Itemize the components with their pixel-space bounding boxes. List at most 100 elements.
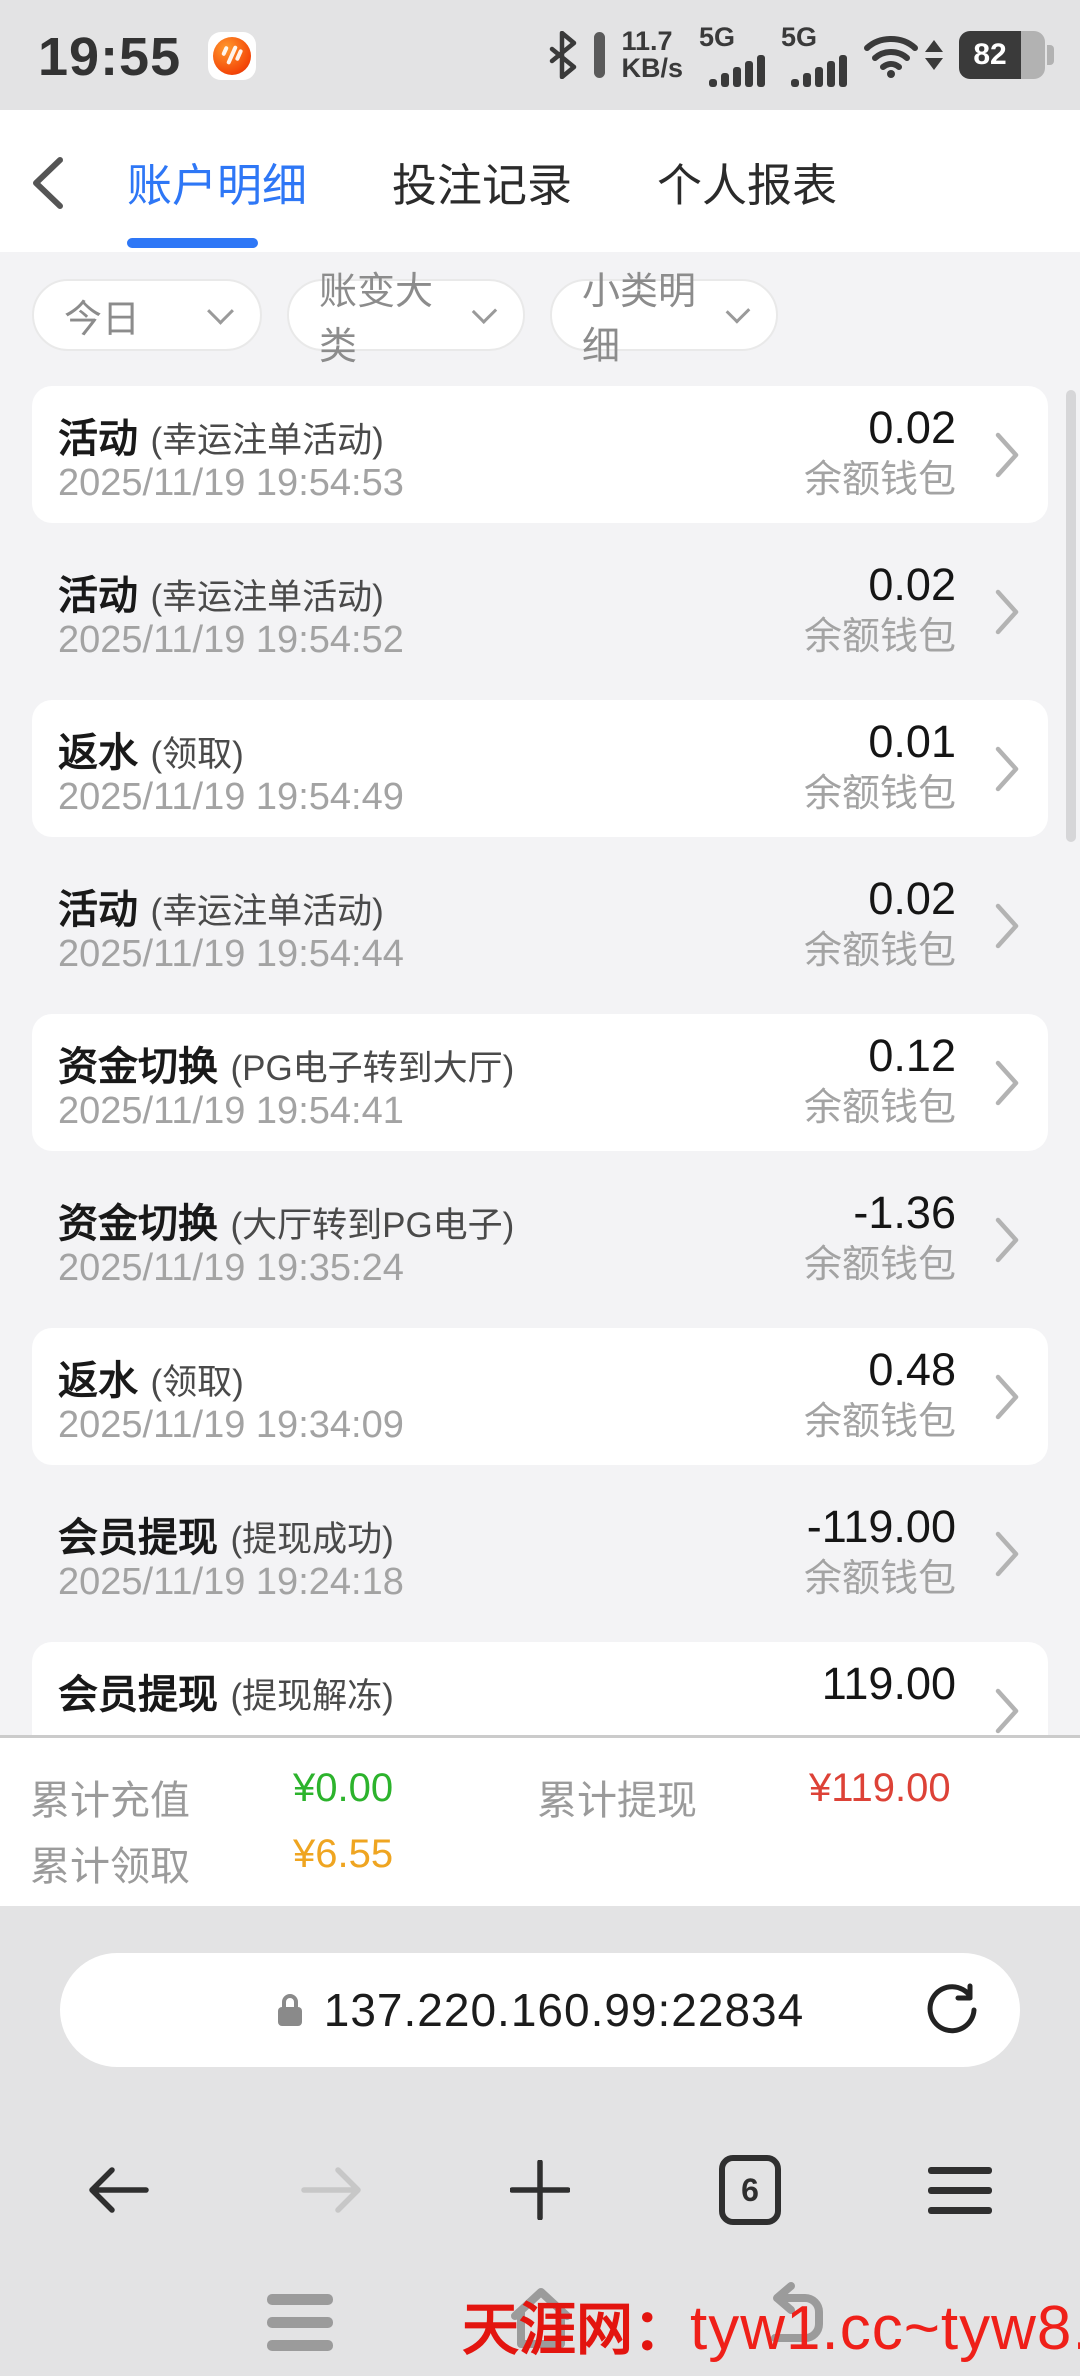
scrollbar[interactable] — [1066, 390, 1076, 842]
transaction-row[interactable]: 资金切换 (大厅转到PG电子) 2025/11/19 19:35:24 -1.3… — [32, 1171, 1048, 1308]
filter-category-dropdown[interactable]: 账变大类 — [287, 271, 525, 368]
page-header: 账户明细 投注记录 个人报表 — [0, 110, 1080, 252]
transaction-row[interactable]: 活动 (幸运注单活动) 2025/11/19 19:54:53 0.02 余额钱… — [32, 386, 1048, 523]
chevron-right-icon — [995, 746, 1019, 791]
tab-count-button[interactable]: 6 — [719, 2155, 781, 2225]
tab-bet-records[interactable]: 投注记录 — [392, 159, 573, 211]
signal-sim2: 5G — [781, 21, 847, 87]
total-deposit-label: 累计充值 — [30, 1779, 190, 1823]
filter-subcategory-dropdown[interactable]: 小类明细 — [550, 271, 778, 368]
transaction-type: 资金切换 — [58, 1045, 218, 1089]
transaction-row[interactable]: 资金切换 (PG电子转到大厅) 2025/11/19 19:54:41 0.12… — [32, 1014, 1048, 1151]
transaction-datetime: 2025/11/19 19:54:53 — [58, 462, 404, 504]
transaction-type: 返水 — [58, 1359, 138, 1403]
transaction-detail: (领取) — [150, 1363, 244, 1402]
summary-panel: 累计充值 ¥0.00 累计提现 ¥119.00 累计领取 ¥6.55 — [0, 1735, 1080, 1906]
watermark-site-name: 天涯网： — [462, 2299, 690, 2362]
recents-hamburger-icon[interactable] — [267, 2294, 333, 2351]
filter-subcategory-label: 小类明细 — [582, 271, 697, 368]
browser-forward-icon[interactable] — [298, 2164, 362, 2216]
transaction-wallet: 余额钱包 — [803, 616, 956, 658]
signal-bars-icon — [709, 53, 765, 87]
transaction-type: 资金切换 — [58, 1202, 218, 1246]
transaction-amount: -1.36 — [853, 1187, 956, 1238]
signal-sim1: 5G — [699, 23, 765, 87]
transaction-detail: (PG电子转到大厅) — [230, 1049, 515, 1088]
transaction-title: 资金切换 (大厅转到PG电子) — [58, 1191, 514, 1249]
bluetooth-icon — [550, 31, 577, 79]
browser-toolbar: 6 — [0, 2135, 1080, 2245]
transaction-datetime: 2025/11/19 19:54:49 — [58, 776, 404, 818]
new-tab-plus-icon[interactable] — [510, 2160, 570, 2220]
browser-menu-icon[interactable] — [928, 2166, 992, 2214]
back-chevron-icon[interactable] — [30, 156, 66, 210]
filter-bar: 今日 账变大类 小类明细 — [0, 252, 1080, 368]
transaction-type: 活动 — [58, 574, 138, 618]
chevron-right-icon — [995, 589, 1019, 634]
transaction-datetime: 2025/11/19 19:54:41 — [58, 1090, 404, 1132]
chevron-right-icon — [995, 432, 1019, 477]
transaction-datetime: 2025/11/19 19:35:24 — [58, 1247, 404, 1289]
transaction-amount: 0.02 — [868, 873, 956, 924]
lock-icon — [277, 1994, 302, 2026]
sim2-5g-label: 5G — [781, 21, 818, 52]
refresh-icon[interactable] — [924, 1982, 980, 2038]
browser-address-bar[interactable]: 137.220.160.99:22834 — [60, 1953, 1020, 2067]
transaction-wallet: 余额钱包 — [803, 1244, 956, 1286]
transaction-amount: 0.48 — [868, 1344, 956, 1395]
content-area: 今日 账变大类 小类明细 活动 (幸运注单活动) 2025/11/19 19:5… — [0, 252, 1080, 1735]
battery-level: 82 — [959, 31, 1021, 79]
transaction-amount: 0.01 — [868, 716, 956, 767]
transaction-datetime: 2025/11/19 19:24:18 — [58, 1561, 404, 1603]
transaction-row[interactable]: 活动 (幸运注单活动) 2025/11/19 19:54:52 0.02 余额钱… — [32, 543, 1048, 680]
tab-account-details[interactable]: 账户明细 — [127, 159, 308, 211]
transaction-wallet: 余额钱包 — [803, 930, 956, 972]
chevron-right-icon — [995, 1531, 1019, 1576]
transaction-type: 会员提现 — [58, 1516, 218, 1560]
back-nav-icon[interactable] — [755, 2280, 831, 2356]
active-tab-underline — [127, 238, 258, 248]
transaction-detail: (提现解冻) — [230, 1677, 394, 1716]
network-speed: 11.7 KB/s — [621, 28, 683, 82]
transaction-row[interactable]: 活动 (幸运注单活动) 2025/11/19 19:54:44 0.02 余额钱… — [32, 857, 1048, 994]
battery-indicator: 82 — [959, 31, 1054, 79]
transaction-row[interactable]: 返水 (领取) 2025/11/19 19:34:09 0.48 余额钱包 — [32, 1328, 1048, 1465]
transaction-detail: (大厅转到PG电子) — [230, 1206, 515, 1245]
transaction-amount: 0.12 — [868, 1030, 956, 1081]
chevron-right-icon — [995, 1374, 1019, 1419]
transaction-amount: 0.02 — [868, 559, 956, 610]
signal-bars-icon — [791, 53, 847, 87]
url-text[interactable]: 137.220.160.99:22834 — [323, 1984, 805, 2036]
chevron-right-icon — [995, 1688, 1019, 1733]
tab-count: 6 — [741, 2171, 759, 2208]
transaction-row[interactable]: 会员提现 (提现解冻) 119.00 — [32, 1642, 1048, 1735]
tab-personal-report[interactable]: 个人报表 — [657, 159, 838, 211]
system-navigation — [0, 2270, 1080, 2376]
speed-value: 11.7 — [621, 26, 673, 56]
transaction-amount: 0.02 — [868, 402, 956, 453]
transaction-type: 活动 — [58, 888, 138, 932]
filter-date-dropdown[interactable]: 今日 — [32, 279, 262, 351]
home-icon[interactable] — [503, 2280, 579, 2356]
chevron-down-icon — [207, 297, 234, 325]
transaction-wallet: 余额钱包 — [803, 1558, 956, 1600]
transaction-type: 返水 — [58, 731, 138, 775]
chevron-down-icon — [725, 298, 751, 324]
speed-unit: KB/s — [621, 53, 683, 83]
transaction-detail: (幸运注单活动) — [150, 892, 384, 931]
filter-category-label: 账变大类 — [319, 271, 434, 368]
transaction-detail: (提现成功) — [230, 1520, 394, 1559]
transaction-row[interactable]: 返水 (领取) 2025/11/19 19:54:49 0.01 余额钱包 — [32, 700, 1048, 837]
chevron-down-icon — [471, 298, 498, 324]
total-claim-value: ¥6.55 — [293, 1832, 394, 1876]
transaction-row[interactable]: 会员提现 (提现成功) 2025/11/19 19:24:18 -119.00 … — [32, 1485, 1048, 1622]
transaction-amount: 119.00 — [821, 1658, 956, 1709]
watermark: 天涯网：tyw1.cc~tyw8.cc — [462, 2284, 1080, 2366]
transaction-amount: -119.00 — [806, 1501, 956, 1552]
clock: 19:55 — [38, 27, 182, 87]
browser-back-icon[interactable] — [88, 2164, 152, 2216]
wifi-traffic-arrows-icon — [925, 40, 943, 70]
transaction-detail: (幸运注单活动) — [150, 421, 384, 460]
status-icons: 11.7 KB/s 5G 5G — [548, 0, 1054, 110]
